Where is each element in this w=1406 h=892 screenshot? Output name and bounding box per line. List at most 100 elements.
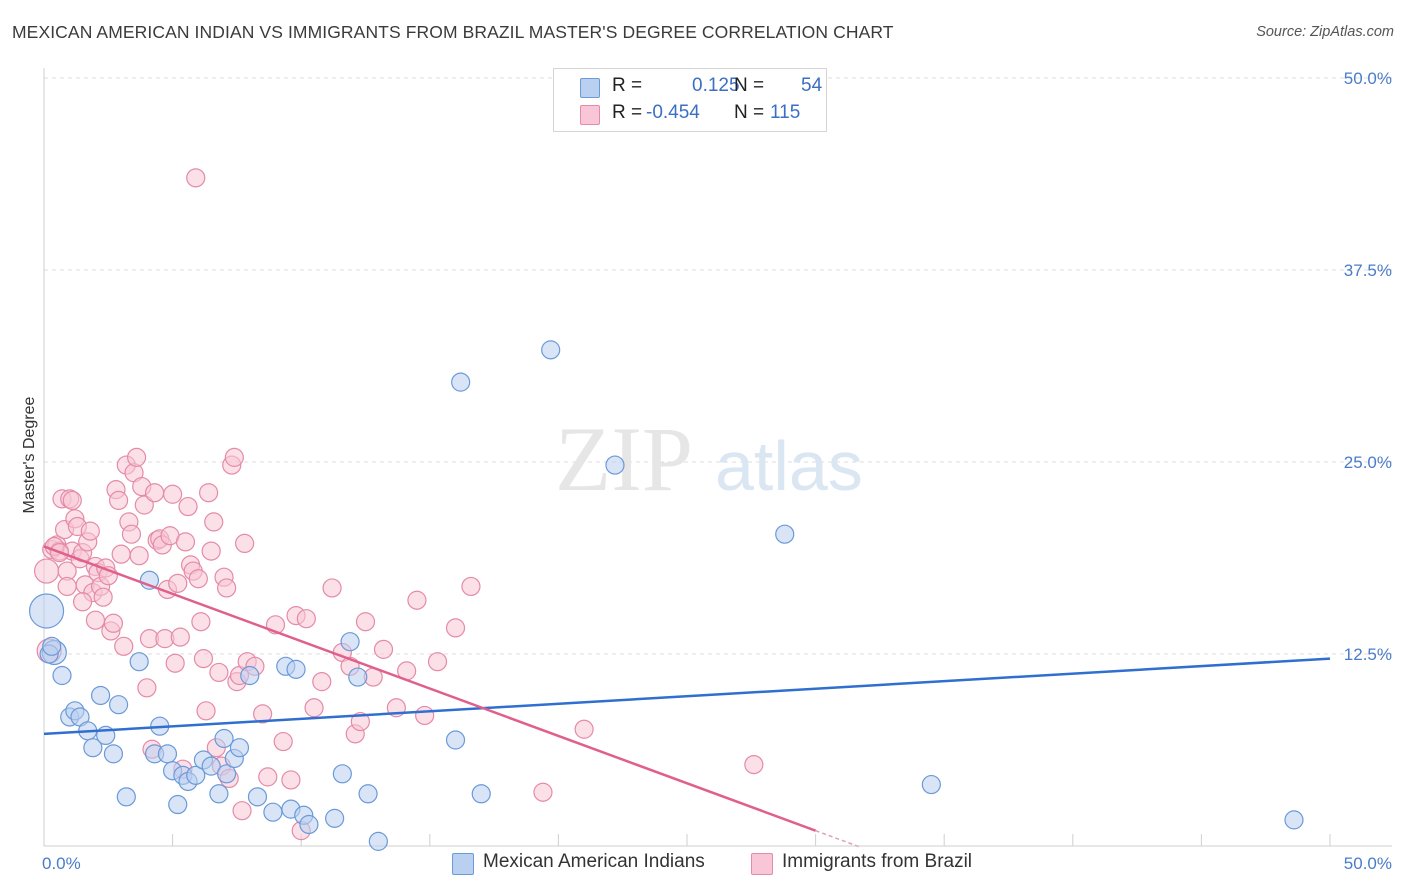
data-point	[199, 483, 219, 503]
series-mexican-american-indian-points	[28, 340, 1304, 851]
legend-label-brazil: Immigrants from Brazil	[782, 851, 973, 872]
trend-lines	[43, 545, 1331, 848]
data-point	[196, 701, 216, 721]
data-point	[355, 612, 376, 632]
trend-line-brazil	[43, 545, 817, 832]
data-point	[1284, 810, 1304, 830]
data-point	[258, 767, 278, 787]
data-point	[28, 593, 65, 629]
legend-swatch-blue	[580, 78, 600, 98]
data-point	[186, 168, 206, 188]
data-point	[605, 455, 625, 475]
y-axis-label: Master's Degree	[21, 396, 38, 513]
data-point	[175, 532, 196, 552]
data-point	[191, 612, 211, 632]
legend-n-label: N =	[734, 75, 765, 96]
watermark-zip: ZIP	[555, 408, 693, 510]
data-point	[217, 578, 237, 598]
legend-n-value: 115	[770, 102, 801, 123]
data-point	[163, 484, 183, 504]
legend-row-brazil: R = -0.454 N = 115	[554, 102, 826, 128]
x-tick-label: 50.0%	[1344, 854, 1392, 873]
data-point	[204, 512, 224, 532]
legend-r-label: R =	[612, 75, 643, 96]
data-point	[921, 774, 941, 795]
data-point	[157, 744, 178, 764]
data-point	[111, 544, 131, 564]
data-point	[52, 665, 72, 686]
legend-n-value: 54	[801, 75, 823, 96]
data-point	[114, 636, 134, 656]
data-point	[445, 730, 466, 750]
data-point	[129, 652, 149, 672]
data-point	[340, 632, 360, 652]
data-point	[541, 340, 561, 360]
data-point	[350, 711, 370, 732]
stats-legend: R = 0.125 N = 54 R = -0.454 N = 115	[553, 68, 827, 132]
data-point	[299, 814, 319, 835]
data-point	[168, 573, 188, 593]
y-tick-label: 25.0%	[1344, 453, 1392, 472]
data-point	[368, 831, 388, 851]
data-point	[83, 738, 103, 758]
legend-r-value: 0.125	[692, 75, 740, 96]
data-point	[209, 662, 229, 683]
legend-row-mexican: R = 0.125 N = 54	[554, 75, 826, 101]
data-point	[186, 765, 206, 785]
data-point	[126, 447, 147, 467]
data-point	[121, 524, 142, 544]
data-point	[168, 794, 188, 815]
data-point	[296, 609, 316, 629]
data-point	[281, 770, 301, 790]
data-point	[471, 784, 491, 804]
y-tick-label: 50.0%	[1344, 69, 1392, 88]
data-point	[144, 483, 165, 503]
data-point	[85, 610, 106, 630]
data-point	[108, 695, 129, 715]
data-point	[286, 659, 306, 679]
legend-r-value: -0.454	[646, 102, 700, 123]
legend-n-label: N =	[734, 102, 765, 123]
data-point	[93, 587, 113, 607]
trend-line-mexican	[43, 657, 1331, 736]
data-point	[240, 665, 260, 686]
data-point	[232, 801, 252, 821]
data-point	[170, 627, 190, 647]
data-point	[744, 754, 764, 775]
data-point	[209, 784, 229, 804]
data-point	[33, 558, 60, 584]
data-point	[325, 808, 345, 828]
data-point	[137, 678, 157, 698]
data-point	[312, 672, 332, 692]
data-point	[373, 639, 394, 659]
data-point	[90, 685, 111, 706]
data-point	[775, 524, 795, 544]
data-point	[62, 490, 82, 510]
data-point	[57, 576, 77, 597]
data-point	[358, 784, 378, 804]
data-point	[165, 653, 185, 673]
x-tick-label: 0.0%	[42, 854, 81, 873]
data-point	[129, 546, 149, 566]
data-point	[193, 649, 214, 669]
data-point	[273, 731, 293, 752]
data-point	[445, 618, 466, 638]
tick-labels: 12.5% 25.0% 37.5% 50.0% 0.0% 50.0%	[42, 69, 1392, 873]
y-tick-label: 12.5%	[1344, 645, 1392, 664]
data-point	[42, 636, 62, 656]
data-point	[533, 782, 553, 802]
legend-r-label: R =	[612, 102, 643, 123]
trend-line-brazil-extension	[815, 829, 860, 848]
watermark-atlas: atlas	[715, 427, 863, 505]
data-point	[103, 744, 124, 764]
data-point	[72, 592, 93, 612]
y-tick-label: 37.5%	[1344, 261, 1392, 280]
data-point	[214, 728, 234, 749]
data-point	[461, 576, 481, 597]
data-point	[348, 667, 368, 687]
data-point	[80, 521, 100, 541]
data-point	[108, 490, 129, 510]
legend-swatch-blue	[452, 853, 474, 875]
data-point	[253, 704, 273, 724]
